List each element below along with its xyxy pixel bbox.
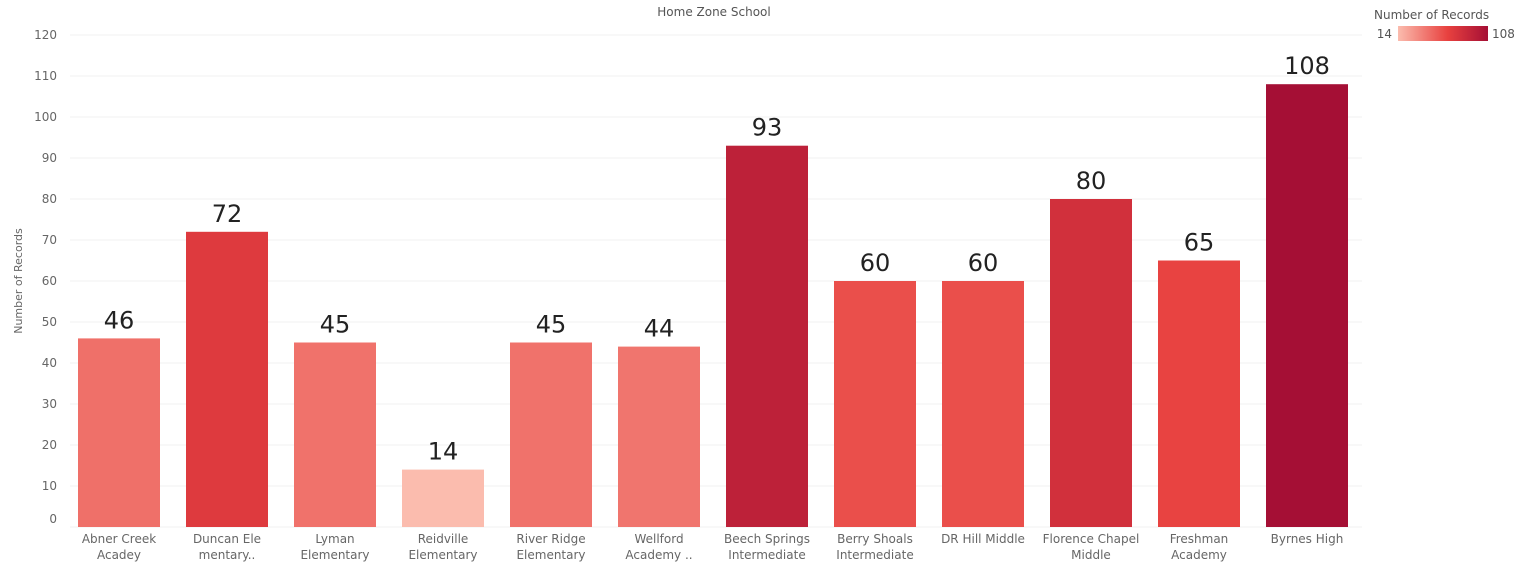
x-tick-label: Intermediate (728, 548, 805, 562)
y-tick-label: 40 (42, 356, 57, 370)
x-tick-label: Duncan Ele (193, 532, 261, 546)
x-tick-label: Reidville (418, 532, 469, 546)
bar (186, 231, 268, 528)
legend-min-label: 14 (1376, 27, 1392, 41)
y-tick-label: 120 (34, 28, 57, 42)
bar (834, 281, 916, 527)
bar (1050, 199, 1132, 527)
bar-value-label: 60 (860, 249, 891, 277)
bar-value-label: 45 (536, 311, 567, 339)
bar (402, 469, 484, 527)
y-tick-label: 0 (49, 512, 57, 526)
y-tick-label: 50 (42, 315, 57, 329)
x-tick-label: Florence Chapel (1043, 532, 1140, 546)
bar (78, 338, 160, 527)
y-axis-label: Number of Records (12, 228, 25, 334)
bar (510, 342, 592, 527)
x-tick-label: Freshman (1170, 532, 1229, 546)
bar-value-label: 93 (752, 114, 783, 142)
x-tick-label: mentary.. (199, 548, 256, 562)
bar-value-label: 14 (428, 438, 459, 466)
x-tick-label: Berry Shoals (837, 532, 913, 546)
legend-title: Number of Records (1374, 8, 1490, 22)
bar-value-label: 65 (1184, 229, 1215, 257)
y-tick-label: 20 (42, 438, 57, 452)
bar (618, 346, 700, 527)
x-tick-label: Academy .. (625, 548, 692, 562)
bar (294, 342, 376, 527)
x-tick-label: Wellford (634, 532, 683, 546)
x-tick-label: Byrnes High (1271, 532, 1344, 546)
x-tick-label: Elementary (516, 548, 585, 562)
y-tick-label: 10 (42, 479, 57, 493)
y-tick-label: 90 (42, 151, 57, 165)
bar-value-label: 46 (104, 306, 135, 334)
x-tick-label: DR Hill Middle (941, 532, 1025, 546)
chart-title: Home Zone School (657, 5, 771, 19)
x-tick-label: Academy (1171, 548, 1227, 562)
y-tick-label: 60 (42, 274, 57, 288)
bar (942, 281, 1024, 527)
bar (1266, 84, 1348, 527)
x-tick-label: Acadey (97, 548, 141, 562)
x-tick-label: Lyman (315, 532, 354, 546)
x-tick-label: Intermediate (836, 548, 913, 562)
y-tick-label: 110 (34, 69, 57, 83)
x-tick-label: Elementary (300, 548, 369, 562)
bar-value-label: 72 (212, 200, 243, 228)
legend-max-label: 108 (1492, 27, 1515, 41)
y-tick-label: 100 (34, 110, 57, 124)
bar-value-label: 60 (968, 249, 999, 277)
y-tick-label: 30 (42, 397, 57, 411)
x-tick-label: Elementary (408, 548, 477, 562)
bar-value-label: 45 (320, 311, 351, 339)
y-tick-label: 70 (42, 233, 57, 247)
y-tick-label: 80 (42, 192, 57, 206)
bar (726, 145, 808, 527)
x-tick-label: Abner Creek (82, 532, 156, 546)
bar-value-label: 44 (644, 315, 675, 343)
x-tick-label: River Ridge (516, 532, 585, 546)
x-tick-label: Beech Springs (724, 532, 810, 546)
bar-value-label: 108 (1284, 52, 1330, 80)
bar (1158, 260, 1240, 527)
bar-value-label: 80 (1076, 167, 1107, 195)
legend-gradient-bar (1398, 26, 1488, 41)
x-tick-label: Middle (1071, 548, 1111, 562)
